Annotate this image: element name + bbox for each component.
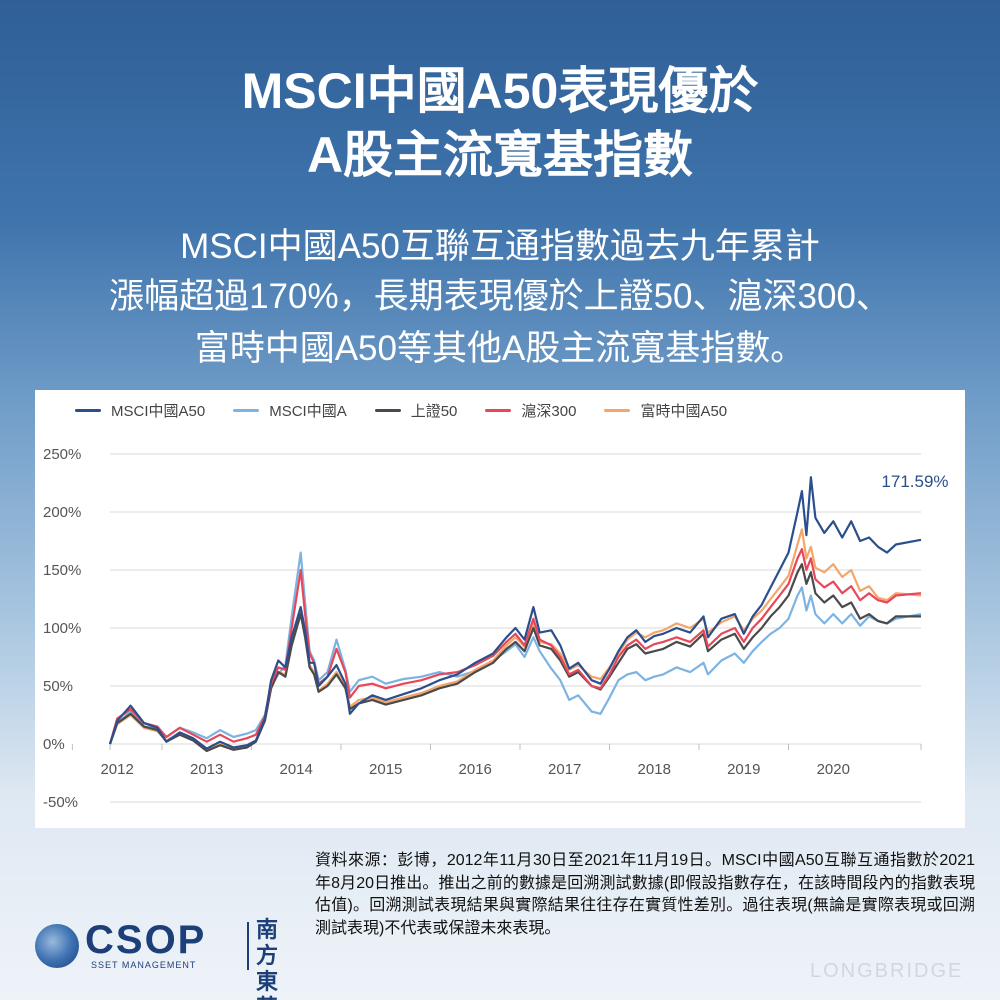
legend-item: 滬深300 [485, 400, 576, 421]
legend-label: 上證50 [410, 402, 458, 420]
csop-logo-mark [35, 924, 79, 968]
legend-label: 富時中國A50 [640, 402, 728, 420]
legend-item: 富時中國A50 [604, 400, 727, 421]
line-chart: -50% 0% 50% 100% 150% 200% 250% 2012 2013 2014 201… [43, 446, 949, 811]
source-footnote: 資料來源：彭博，2012年11月30日至2021年11月19日。MSCI中國A5… [315, 852, 975, 937]
logo-divider [247, 922, 249, 970]
logo-chinese-line-1: 南方 [256, 918, 279, 969]
legend-swatch [604, 408, 631, 412]
legend-item: MSCI中國A [233, 400, 347, 421]
chart-legend: MSCI中國A50 MSCI中國A 上證50 滬深300 富時中國A50 [75, 398, 895, 422]
logo-chinese-name: 南方 東英 [256, 918, 295, 1000]
y-tick-label: 50% [43, 678, 73, 695]
x-tick-label: 2014 [280, 761, 313, 778]
annotation-label: 171.59% [881, 472, 948, 491]
x-tick-label: 2019 [727, 761, 760, 778]
legend-item: 上證50 [374, 400, 458, 421]
y-tick-label: 0% [43, 736, 65, 753]
subtitle-line-3: 富時中國A50等其他A股主流寬基指數。 [194, 329, 806, 368]
y-tick-label: -50% [43, 794, 78, 811]
legend-swatch [485, 408, 512, 412]
y-tick-label: 100% [43, 620, 81, 637]
x-tick-label: 2018 [638, 761, 671, 778]
series-line-3 [108, 548, 922, 745]
logo-name: CSOP [85, 918, 207, 962]
x-tick-label: 2015 [369, 761, 402, 778]
subtitle-line-1: MSCI中國A50互聯互通指數過去九年累計 [180, 227, 820, 266]
y-tick-label: 150% [43, 562, 81, 579]
legend-item: MSCI中國A50 [75, 400, 205, 421]
x-tick-label: 2012 [100, 761, 133, 778]
watermark: LONGBRIDGE [810, 960, 964, 982]
legend-swatch [374, 408, 401, 412]
series-line-4 [108, 528, 922, 750]
legend-swatch [75, 408, 101, 412]
chart-card: -50% 0% 50% 100% 150% 200% 250% 2012 2013 2014 201… [35, 390, 965, 828]
logo-chinese-line-2: 東英 [256, 970, 279, 1000]
legend-label: MSCI中國A [269, 402, 347, 420]
logo-tagline: SSET MANAGEMENT [91, 960, 197, 970]
x-tick-label: 2017 [548, 761, 581, 778]
x-tick-label: 2020 [817, 761, 850, 778]
x-tick-label: 2016 [459, 761, 492, 778]
y-tick-label: 250% [43, 446, 81, 463]
series-line-0 [108, 476, 922, 750]
page-title-line-1: MSCI中國A50表現優於 [241, 63, 759, 119]
legend-swatch [233, 408, 260, 412]
legend-label: MSCI中國A50 [111, 402, 206, 420]
series-line-1 [108, 551, 922, 745]
x-tick-label: 2013 [190, 761, 223, 778]
csop-logo: CSOP SSET MANAGEMENT 南方 東英 [35, 918, 295, 1000]
y-tick-label: 200% [43, 504, 81, 521]
subtitle-line-2: 漲幅超過170%，長期表現優於上證50、滬深300、 [109, 277, 891, 316]
legend-label: 滬深300 [521, 402, 577, 420]
page-title-line-2: A股主流寬基指數 [306, 127, 694, 183]
